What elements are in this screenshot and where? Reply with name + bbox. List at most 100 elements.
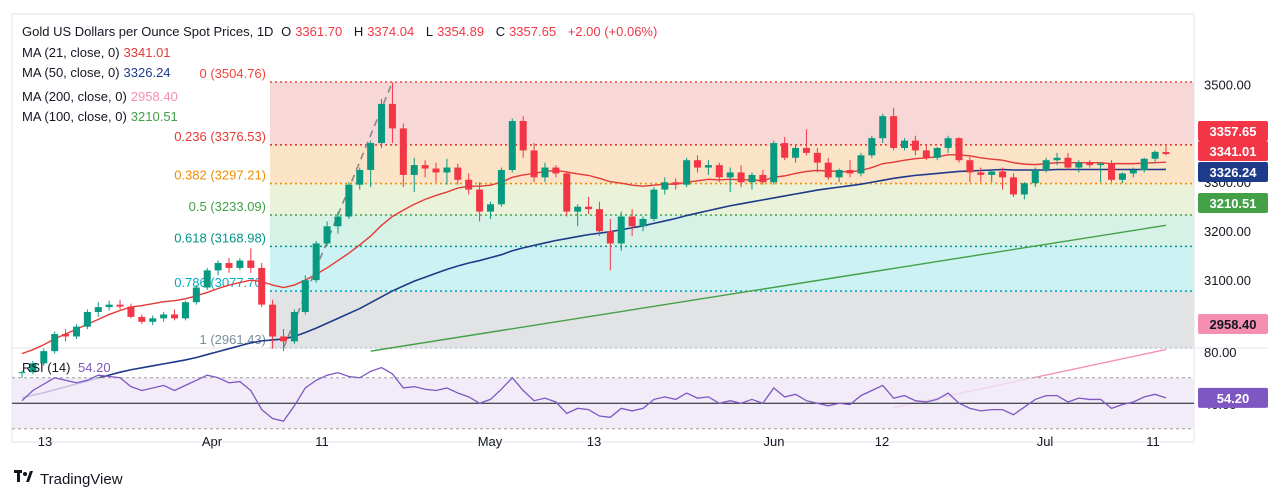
candle [639,216,647,232]
candle [1064,152,1072,170]
time-tick-label: 11 [315,434,329,449]
candle-body [846,170,854,174]
candle-body [258,267,266,305]
candle-body [94,307,102,312]
candle-body [748,174,756,183]
candle [955,137,963,163]
price-tag-bg [1198,193,1268,213]
candle-body [868,138,876,156]
rsi-tick-label: 80.00 [1204,345,1237,360]
legend-ma100[interactable]: MA (100, close, 0) 3210.51 [22,108,178,125]
candle [236,258,244,271]
candle [781,137,789,161]
candle [661,177,669,195]
open-label: O [281,24,292,39]
candle [1053,152,1061,166]
candle-body [1129,170,1137,174]
chart-borders [11,13,1268,443]
candle [1108,160,1116,183]
ohlc-close: C 3357.65 [496,24,560,39]
rsi-value: 54.20 [78,360,111,375]
candle-body [127,306,135,317]
price-axis: 3000.003100.003200.003300.003400.003500.… [1198,77,1268,337]
rsi-line [21,366,1167,422]
candle [279,329,287,352]
candle-body [1053,157,1061,161]
candle-body [443,167,451,173]
candle-body [323,226,331,244]
legend-ma21-label: MA (21, close, 0) [22,45,120,60]
rsi-tag-bg [1198,387,1268,408]
candle-body [1108,163,1116,180]
candle [497,167,505,207]
candle [486,201,494,219]
candle-body [574,206,582,212]
candle-body [1075,162,1083,168]
chart-header: Gold US Dollars per Ounce Spot Prices, 1… [22,24,661,39]
candle [617,211,625,251]
candle-body [269,304,277,337]
legend-ma50-value: 3326.24 [123,65,171,80]
time-tick-label: 12 [875,434,889,449]
chart-title: Gold US Dollars per Ounce Spot Prices, 1… [22,24,274,39]
legend-ma200-value: 2958.40 [130,89,178,104]
candle-body [813,152,821,163]
price-tag-label: 3341.01 [1210,144,1257,159]
candle [879,113,887,144]
candle-body [454,167,462,180]
fibonacci-retracement: 0 (3504.76) 0.236 (3376.53) 0.382 (3297.21… [174,66,1194,349]
candle [552,165,560,178]
candle [1075,160,1083,173]
tradingview-brand[interactable]: TradingView [14,470,123,489]
candle-body [290,311,298,342]
candle-body [606,231,614,244]
rsi-legend[interactable]: RSI (14) 54.20 [22,360,111,375]
candle [323,221,331,246]
candle [51,331,59,354]
candle-body [759,174,767,183]
candle-body [661,182,669,190]
candle [846,160,854,178]
candle [476,182,484,222]
candle-body [835,170,843,178]
legend-ma50[interactable]: MA (50, close, 0) 3326.24 [22,64,178,81]
price-tag-label: 3326.24 [1210,165,1258,180]
legend-ma200[interactable]: MA (200, close, 0) 2958.40 [22,88,178,105]
ma100-line [370,224,1167,352]
candle [792,145,800,163]
candle [694,155,702,173]
candle-body [62,334,70,337]
price-tag-bg [1198,162,1268,182]
candle [62,329,70,342]
candle [465,173,473,195]
candle [127,303,135,319]
candle-body [301,280,309,312]
candle [18,370,26,379]
candle [508,118,516,173]
candle [977,167,985,183]
candle-body [18,372,26,374]
candle [704,160,712,175]
price-tag-label: 3210.51 [1210,196,1257,211]
legend-ma200-label: MA (200, close, 0) [22,89,127,104]
candle-body [781,143,789,158]
candle-body [247,260,255,268]
candle-body [465,179,473,190]
candle-body [1009,177,1017,195]
fib-label-0.618: 0.618 (3168.98) [174,230,266,245]
candle [334,211,342,234]
candle-body [171,314,179,319]
open-value: 3361.70 [295,24,343,39]
candle [770,140,778,185]
candle [138,314,146,325]
time-tick-label: 13 [587,434,601,449]
candle [1009,173,1017,197]
candle-body [694,160,702,168]
candle [72,324,80,339]
candle [181,300,189,321]
candle-body [890,116,898,148]
legend-ma21[interactable]: MA (21, close, 0) 3341.01 [22,44,178,61]
time-axis: 13 Apr 11 May 13 Jun 12 Jul 11 [38,434,1160,449]
candle-body [519,121,527,151]
